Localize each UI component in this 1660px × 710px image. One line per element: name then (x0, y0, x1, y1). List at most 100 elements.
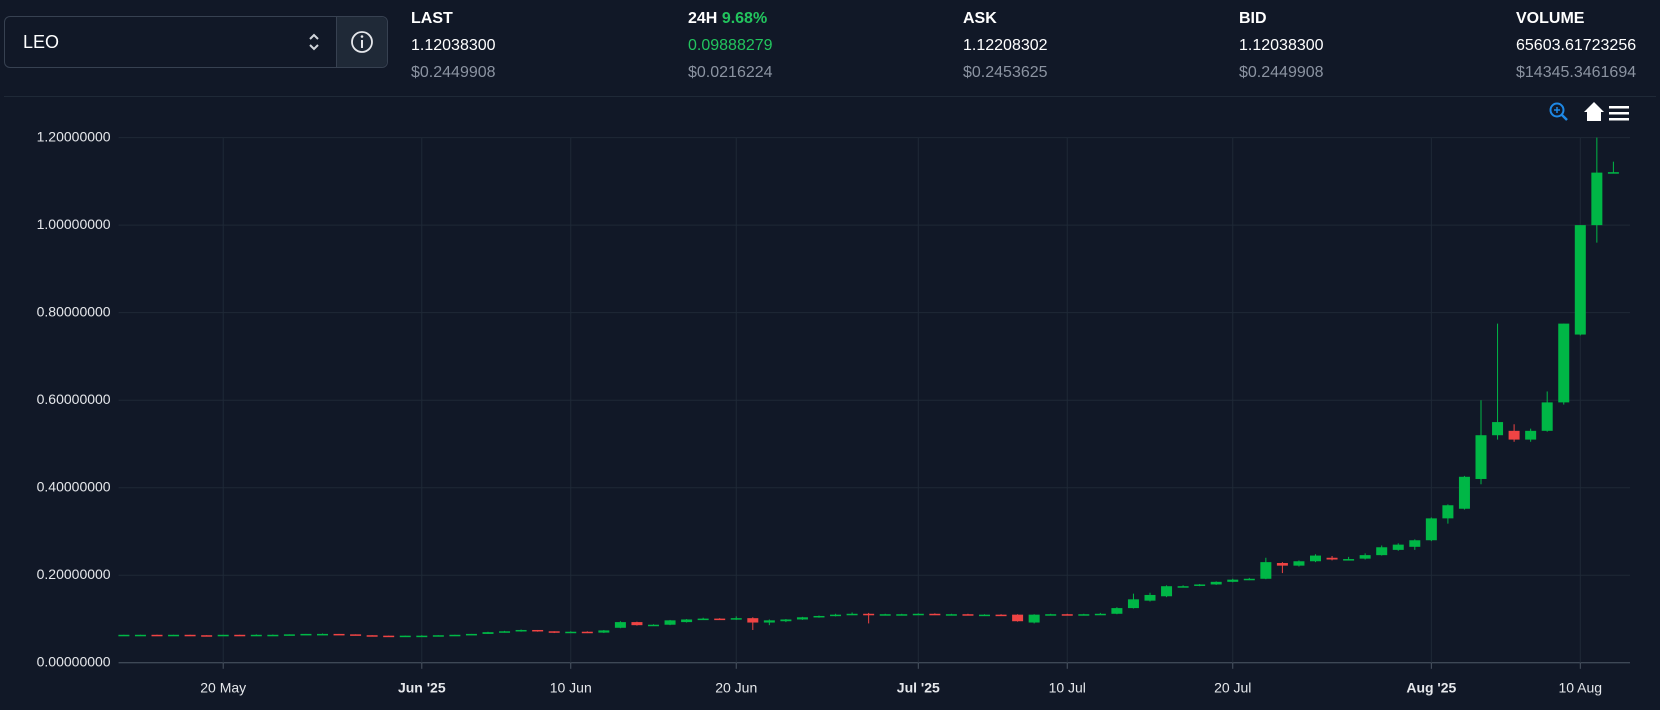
candle-body (1161, 586, 1173, 597)
candle-body (1343, 559, 1355, 561)
candle-body (1061, 614, 1073, 616)
candle-body (697, 618, 709, 621)
stat-usd: $14345.3461694 (1516, 64, 1637, 81)
candle-body (1276, 563, 1288, 566)
candle-body (565, 631, 577, 634)
select-arrows (309, 33, 319, 51)
candle-body (1425, 518, 1437, 541)
home-button[interactable] (1584, 102, 1604, 121)
candle-body (1607, 172, 1619, 174)
candle-body (912, 613, 924, 616)
candle-body (234, 634, 246, 637)
candle-body (681, 619, 693, 623)
candle-body (499, 631, 511, 633)
stat-usd: $0.0216224 (688, 64, 773, 81)
stat-label-row: 24H 9.68% (688, 5, 773, 32)
symbol-select[interactable]: LEO (4, 16, 388, 68)
y-tick-label: 0.40000000 (37, 478, 111, 494)
candle-body (664, 620, 676, 625)
candle-body (300, 633, 312, 636)
symbol: LEO (23, 32, 60, 52)
candle-body (945, 614, 957, 616)
y-tick-label: 1.20000000 (37, 128, 111, 144)
y-tick-label: 0.80000000 (37, 303, 111, 319)
stat: VOLUME 65603.61723256 $14345.3461694 (1516, 5, 1636, 86)
stat: ASK 1.12208302 $0.2453625 (963, 5, 1048, 86)
candle-body (1376, 547, 1388, 556)
candle-body (184, 634, 196, 637)
candle-body (796, 617, 808, 620)
candle-body (1392, 544, 1404, 550)
stat-value: 1.12038300 (1239, 37, 1324, 54)
candle-body (1243, 578, 1255, 581)
candle-body (267, 634, 279, 637)
candle-body (879, 614, 891, 616)
candle-body (1094, 613, 1106, 616)
stat-usd: $0.2449908 (411, 64, 496, 81)
candle-body (548, 631, 560, 633)
candle-body (1260, 562, 1272, 579)
candle-body (201, 635, 213, 637)
info-button[interactable] (337, 17, 387, 67)
stat-value: 1.12208302 (963, 37, 1048, 54)
candle-body (283, 634, 295, 636)
x-tick-label: 10 Jul (1049, 680, 1086, 696)
candle-body (1012, 614, 1024, 622)
info-icon (351, 31, 373, 53)
candle-body (432, 635, 444, 637)
candle-body (1492, 422, 1504, 436)
candle-body (1508, 430, 1520, 440)
candle-body (317, 633, 328, 636)
candle-body (1541, 402, 1553, 431)
y-tick-label: 0.60000000 (37, 391, 111, 407)
x-tick-label: Jun '25 (398, 680, 446, 696)
candle-body (399, 635, 411, 638)
candle-body (1475, 435, 1487, 479)
candle-body (118, 634, 130, 637)
y-tick-label: 0.20000000 (37, 566, 111, 582)
candle-body (217, 634, 229, 637)
candle-body (763, 620, 775, 623)
stat-label: 24H (688, 10, 718, 27)
candle-body (250, 634, 262, 637)
candle-body (962, 614, 974, 616)
stat-label-row: BID (1239, 5, 1324, 32)
candle-body (929, 613, 941, 616)
stat: LAST 1.12038300 $0.2449908 (411, 5, 496, 86)
candle-body (1111, 608, 1123, 614)
candle-body (532, 629, 544, 632)
candle-body (1177, 586, 1189, 588)
stat-label-row: LAST (411, 5, 496, 32)
candle-body (449, 634, 461, 637)
menu-button[interactable] (1609, 106, 1629, 121)
candle-body (1045, 614, 1057, 616)
candle-body (168, 634, 180, 637)
stat-value: 65603.61723256 (1516, 37, 1637, 54)
candle-body (515, 629, 527, 632)
candle-body (1028, 614, 1040, 623)
candle-body (1409, 540, 1421, 547)
x-tick-label: 20 May (200, 680, 246, 696)
stat-usd: $0.2453625 (963, 64, 1048, 81)
candle-body (813, 615, 825, 618)
candle-body (1144, 594, 1156, 601)
candle-body (482, 632, 494, 634)
candle-body (1525, 430, 1537, 440)
x-tick-label: Aug '25 (1406, 680, 1456, 696)
candle-body (1194, 584, 1206, 586)
candle-body (350, 634, 362, 636)
candle-body (383, 635, 395, 638)
candle-body (648, 624, 659, 627)
zoom-button[interactable] (1549, 102, 1568, 121)
x-tick-label: 20 Jun (715, 680, 757, 696)
candle-body (614, 622, 626, 628)
separator (4, 96, 1656, 97)
candle-body (1227, 579, 1239, 582)
candle-body (1310, 555, 1321, 562)
candle-body (1326, 557, 1338, 560)
candle-body (134, 634, 146, 637)
candle-body (780, 619, 792, 622)
candle-body (1078, 614, 1090, 616)
stat-value: 0.09888279 (688, 37, 773, 54)
